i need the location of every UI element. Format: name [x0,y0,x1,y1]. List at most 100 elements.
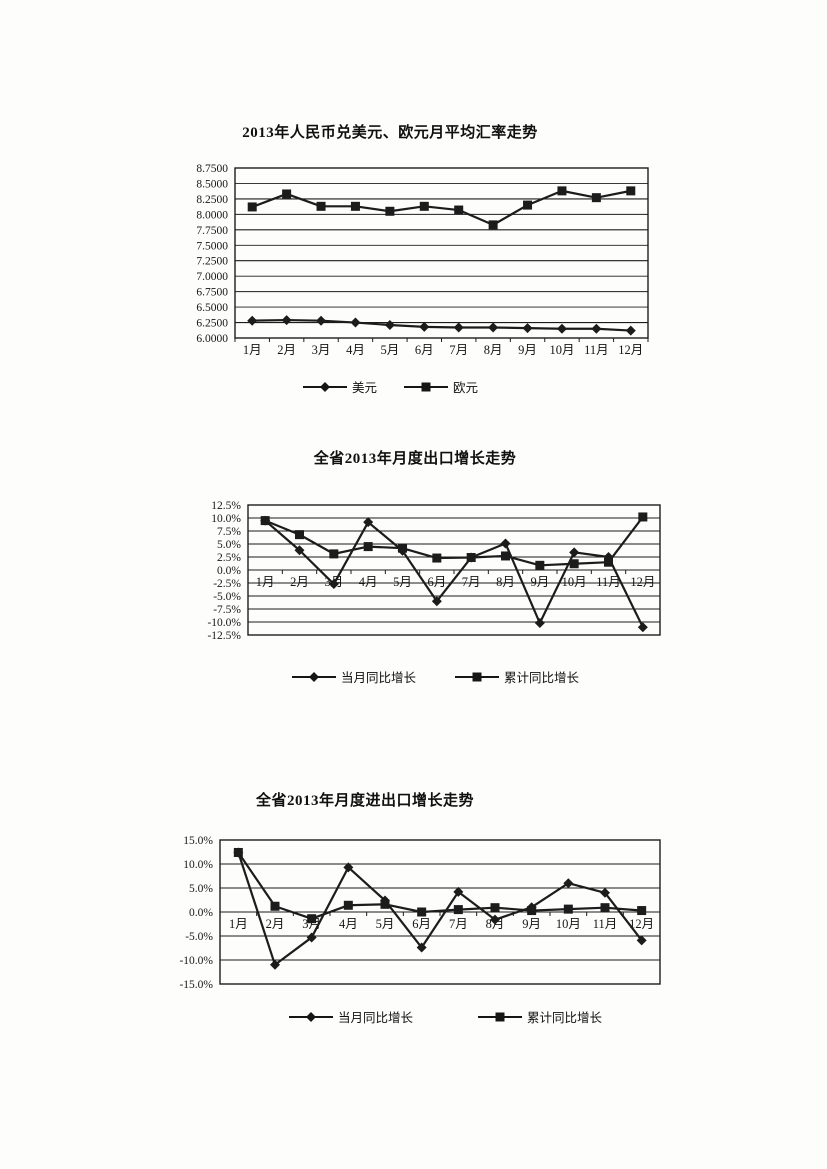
svg-text:7.5000: 7.5000 [196,240,228,252]
legend-item-cumulative-yoy: 累计同比增长 [454,667,579,686]
svg-text:11月: 11月 [596,575,621,589]
chart-title: 全省2013年月度出口增长走势 [313,451,517,467]
legend-item-monthly-yoy: 当月同比增长 [288,1007,413,1026]
legend-label: 当月同比增长 [337,1011,413,1025]
diamond-marker-icon [302,381,347,392]
svg-text:1月: 1月 [256,575,275,589]
exchange-rate-plot: 8.7500 8.5000 8.2500 8.0000 7.7500 7.5000 7.25… [196,163,649,357]
svg-text:6.0000: 6.0000 [196,333,228,345]
y-axis-labels: 15.0% 10.0% 5.0% 0.0% -5.0% -10.0% -15.0% [179,835,213,991]
svg-text:10.0%: 10.0% [211,513,241,525]
svg-text:10月: 10月 [562,575,587,589]
svg-text:5.0%: 5.0% [189,883,213,895]
svg-text:2月: 2月 [266,917,285,931]
square-marker-icon [455,672,499,681]
plot-border [234,167,649,339]
y-axis-labels: 8.7500 8.5000 8.2500 8.0000 7.7500 7.5000 7.25… [196,163,228,345]
svg-text:-15.0%: -15.0% [179,979,213,991]
series-diamond [247,315,636,336]
svg-text:-2.5%: -2.5% [213,578,241,590]
svg-text:8.2500: 8.2500 [196,194,228,206]
legend-label: 欧元 [453,381,479,395]
svg-text:9月: 9月 [522,917,541,931]
svg-text:3月: 3月 [312,343,331,357]
svg-text:8月: 8月 [484,343,503,357]
svg-text:11月: 11月 [593,917,618,931]
y-axis-labels: 12.5%10.0%7.5%5.0%2.5%0.0%-2.5%-5.0%-7.5… [207,500,241,642]
svg-text:-5.0%: -5.0% [185,931,213,943]
svg-text:2.5%: 2.5% [217,552,241,564]
svg-text:7.2500: 7.2500 [196,256,228,268]
svg-text:4月: 4月 [359,575,378,589]
legend-item-cumulative-yoy: 累计同比增长 [477,1007,602,1026]
export-growth-plot: 12.5%10.0%7.5%5.0%2.5%0.0%-2.5%-5.0%-7.5… [207,500,661,642]
svg-text:-10.0%: -10.0% [179,955,213,967]
svg-text:9月: 9月 [530,575,549,589]
svg-text:8.0000: 8.0000 [196,209,228,221]
svg-text:-10.0%: -10.0% [207,617,241,629]
svg-text:5.0%: 5.0% [217,539,241,551]
svg-text:6月: 6月 [412,917,431,931]
svg-text:6.5000: 6.5000 [196,302,228,314]
svg-text:0.0%: 0.0% [189,907,213,919]
legend-label: 当月同比增长 [340,671,416,685]
svg-text:6.7500: 6.7500 [196,287,228,299]
svg-text:7.5%: 7.5% [217,526,241,538]
svg-text:7.7500: 7.7500 [196,225,228,237]
svg-text:4月: 4月 [339,917,358,931]
import-export-growth-plot: 15.0%10.0%5.0%0.0%-5.0%-10.0%-15.0%1月 2月 3… [179,835,661,991]
svg-text:10.0%: 10.0% [183,859,213,871]
svg-text:8.7500: 8.7500 [196,163,228,175]
legend-label: 累计同比增长 [504,671,580,685]
legend-label: 美元 [351,381,377,395]
gridlines [235,167,648,339]
chart-title: 2013年人民币兑美元、欧元月平均汇率走势 [242,125,538,141]
svg-text:7月: 7月 [449,917,468,931]
legend-item-monthly-yoy: 当月同比增长 [291,667,416,686]
chart-legend: 当月同比增长 累计同比增长 [160,667,710,686]
svg-text:-12.5%: -12.5% [207,630,241,642]
svg-text:12.5%: 12.5% [211,500,241,512]
svg-text:5月: 5月 [376,917,395,931]
legend-item-usd: 美元 [302,377,377,396]
svg-text:4月: 4月 [346,343,365,357]
svg-text:0.0%: 0.0% [217,565,241,577]
svg-text:15.0%: 15.0% [183,835,213,847]
svg-text:12月: 12月 [618,343,643,357]
svg-text:8月: 8月 [496,575,515,589]
chart-legend: 美元 欧元 [150,377,630,396]
svg-text:1月: 1月 [229,917,248,931]
svg-text:7月: 7月 [449,343,468,357]
svg-text:12月: 12月 [629,917,654,931]
svg-text:9月: 9月 [518,343,537,357]
svg-text:2月: 2月 [290,575,309,589]
series-square [233,847,647,924]
diamond-marker-icon [291,671,336,682]
svg-text:7月: 7月 [462,575,481,589]
svg-text:5月: 5月 [380,343,399,357]
svg-text:-7.5%: -7.5% [213,604,241,616]
svg-text:12月: 12月 [630,575,655,589]
legend-item-eur: 欧元 [403,377,478,396]
svg-text:8.5000: 8.5000 [196,178,228,190]
square-marker-icon [404,382,448,391]
series-square [260,512,648,570]
svg-text:6.2500: 6.2500 [196,318,228,330]
square-marker-icon [478,1012,522,1021]
svg-text:2月: 2月 [277,343,296,357]
svg-text:-5.0%: -5.0% [213,591,241,603]
diamond-marker-icon [288,1011,333,1022]
svg-text:6月: 6月 [415,343,434,357]
svg-text:11月: 11月 [584,343,609,357]
legend-label: 累计同比增长 [527,1011,603,1025]
svg-text:5月: 5月 [393,575,412,589]
chart-title: 全省2013年月度进出口增长走势 [255,793,474,809]
svg-text:6月: 6月 [427,575,446,589]
chart-legend: 当月同比增长 累计同比增长 [170,1007,720,1026]
series-square [247,186,636,230]
svg-text:1月: 1月 [243,343,262,357]
